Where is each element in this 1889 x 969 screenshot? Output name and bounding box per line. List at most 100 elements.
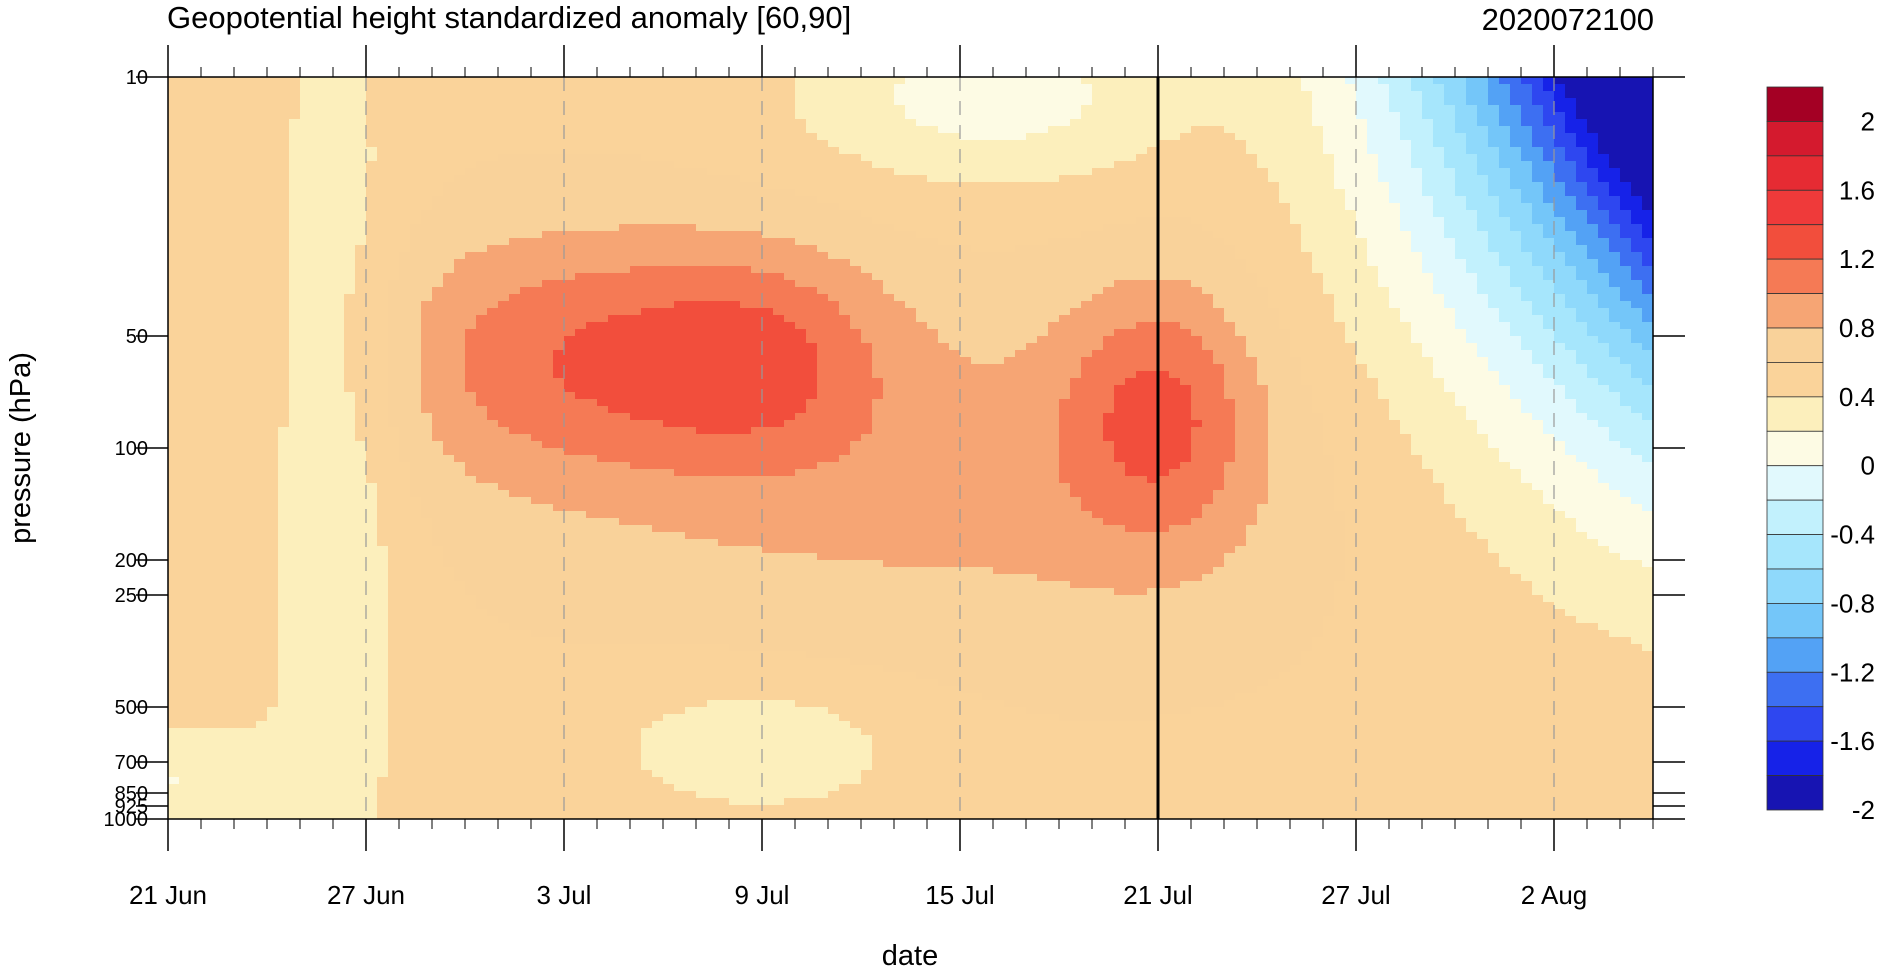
- field-cell: [652, 770, 664, 778]
- field-cell: [542, 448, 554, 456]
- field-cell: [564, 252, 576, 260]
- field-cell: [608, 91, 620, 99]
- field-cell: [487, 434, 499, 442]
- field-cell: [575, 147, 587, 155]
- field-cell: [267, 329, 279, 337]
- field-cell: [234, 665, 246, 673]
- field-cell: [476, 700, 488, 708]
- field-cell: [520, 763, 532, 771]
- field-cell: [465, 721, 477, 729]
- field-cell: [344, 777, 356, 785]
- field-cell: [443, 476, 455, 484]
- field-cell: [344, 588, 356, 596]
- field-cell: [509, 315, 521, 323]
- field-cell: [652, 217, 664, 225]
- field-cell: [355, 322, 367, 330]
- field-cell: [355, 805, 367, 813]
- field-cell: [619, 476, 631, 484]
- field-cell: [685, 105, 697, 113]
- field-cell: [465, 707, 477, 715]
- field-cell: [575, 665, 587, 673]
- field-cell: [223, 777, 235, 785]
- field-cell: [388, 581, 400, 589]
- field-cell: [663, 448, 675, 456]
- field-cell: [443, 504, 455, 512]
- field-cell: [476, 518, 488, 526]
- field-cell: [333, 189, 345, 197]
- field-cell: [212, 812, 224, 819]
- field-cell: [322, 315, 334, 323]
- field-cell: [223, 644, 235, 652]
- field-cell: [608, 721, 620, 729]
- field-cell: [333, 196, 345, 204]
- field-cell: [432, 679, 444, 687]
- field-cell: [388, 196, 400, 204]
- field-cell: [267, 203, 279, 211]
- field-cell: [234, 483, 246, 491]
- field-cell: [652, 805, 664, 813]
- field-cell: [399, 84, 411, 92]
- field-cell: [289, 105, 301, 113]
- field-cell: [322, 280, 334, 288]
- field-cell: [443, 91, 455, 99]
- field-cell: [498, 609, 510, 617]
- field-cell: [245, 581, 257, 589]
- field-cell: [267, 336, 279, 344]
- field-cell: [465, 154, 477, 162]
- field-cell: [410, 399, 422, 407]
- field-cell: [410, 448, 422, 456]
- field-cell: [476, 784, 488, 792]
- field-cell: [377, 399, 389, 407]
- field-cell: [322, 588, 334, 596]
- field-cell: [201, 588, 213, 596]
- field-cell: [575, 686, 587, 694]
- field-cell: [311, 602, 323, 610]
- field-cell: [619, 287, 631, 295]
- field-cell: [344, 112, 356, 120]
- field-cell: [520, 553, 532, 561]
- field-cell: [509, 336, 521, 344]
- field-cell: [223, 371, 235, 379]
- field-cell: [168, 364, 180, 372]
- field-cell: [564, 245, 576, 253]
- field-cell: [311, 679, 323, 687]
- field-cell: [476, 434, 488, 442]
- field-cell: [619, 651, 631, 659]
- field-cell: [344, 406, 356, 414]
- field-cell: [476, 378, 488, 386]
- field-cell: [399, 483, 411, 491]
- field-cell: [289, 567, 301, 575]
- field-cell: [201, 539, 213, 547]
- field-cell: [630, 133, 642, 141]
- field-cell: [564, 658, 576, 666]
- field-cell: [443, 259, 455, 267]
- field-cell: [487, 357, 499, 365]
- field-cell: [179, 98, 191, 106]
- field-cell: [355, 210, 367, 218]
- field-cell: [201, 273, 213, 281]
- field-cell: [586, 714, 598, 722]
- field-cell: [245, 525, 257, 533]
- field-cell: [652, 392, 664, 400]
- field-cell: [586, 280, 598, 288]
- field-cell: [223, 105, 235, 113]
- field-cell: [355, 133, 367, 141]
- field-cell: [465, 399, 477, 407]
- field-cell: [575, 707, 587, 715]
- field-cell: [234, 707, 246, 715]
- field-cell: [575, 525, 587, 533]
- field-cell: [245, 777, 257, 785]
- field-cell: [608, 357, 620, 365]
- field-cell: [608, 658, 620, 666]
- field-cell: [586, 721, 598, 729]
- field-cell: [509, 623, 521, 631]
- field-cell: [212, 469, 224, 477]
- field-cell: [179, 420, 191, 428]
- field-cell: [476, 322, 488, 330]
- field-cell: [388, 539, 400, 547]
- field-cell: [212, 805, 224, 813]
- field-cell: [630, 532, 642, 540]
- field-cell: [641, 427, 653, 435]
- field-cell: [212, 560, 224, 568]
- field-cell: [597, 385, 609, 393]
